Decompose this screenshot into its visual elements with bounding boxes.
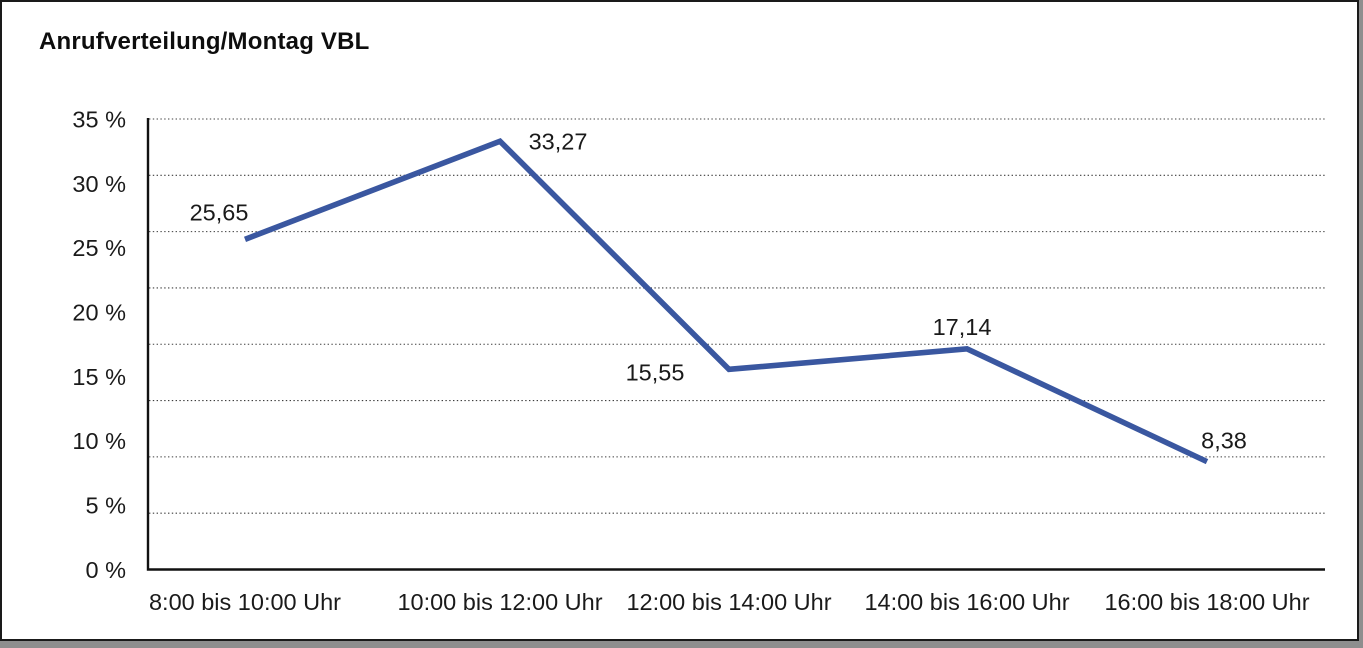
data-point-label: 8,38: [1201, 428, 1247, 454]
x-axis-category-label: 8:00 bis 10:00 Uhr: [149, 589, 341, 615]
x-axis-category-label: 14:00 bis 16:00 Uhr: [864, 589, 1069, 615]
data-point-label: 15,55: [626, 359, 685, 385]
x-axis-category-label: 12:00 bis 14:00 Uhr: [626, 589, 831, 615]
axis-lines: [146, 118, 1325, 571]
y-axis-tick-label: 20 %: [72, 300, 126, 326]
y-axis-tick-label: 15 %: [72, 364, 126, 390]
y-axis-tick-label: 35 %: [72, 106, 126, 132]
data-point-label: 17,14: [933, 314, 992, 340]
y-axis-tick-label: 25 %: [72, 235, 126, 261]
y-axis-tick-label: 5 %: [86, 493, 127, 519]
y-axis-tick-label: 30 %: [72, 171, 126, 197]
data-point-label: 25,65: [190, 199, 249, 225]
chart-title: Anrufverteilung/Montag VBL: [39, 28, 370, 55]
x-axis-category-label: 16:00 bis 18:00 Uhr: [1104, 589, 1309, 615]
data-series-line: [243, 138, 1209, 465]
data-point-label: 33,27: [529, 128, 588, 154]
y-axis-tick-label: 10 %: [72, 428, 126, 454]
x-axis-category-label: 10:00 bis 12:00 Uhr: [397, 589, 602, 615]
y-axis-tick-label: 0 %: [86, 557, 127, 583]
